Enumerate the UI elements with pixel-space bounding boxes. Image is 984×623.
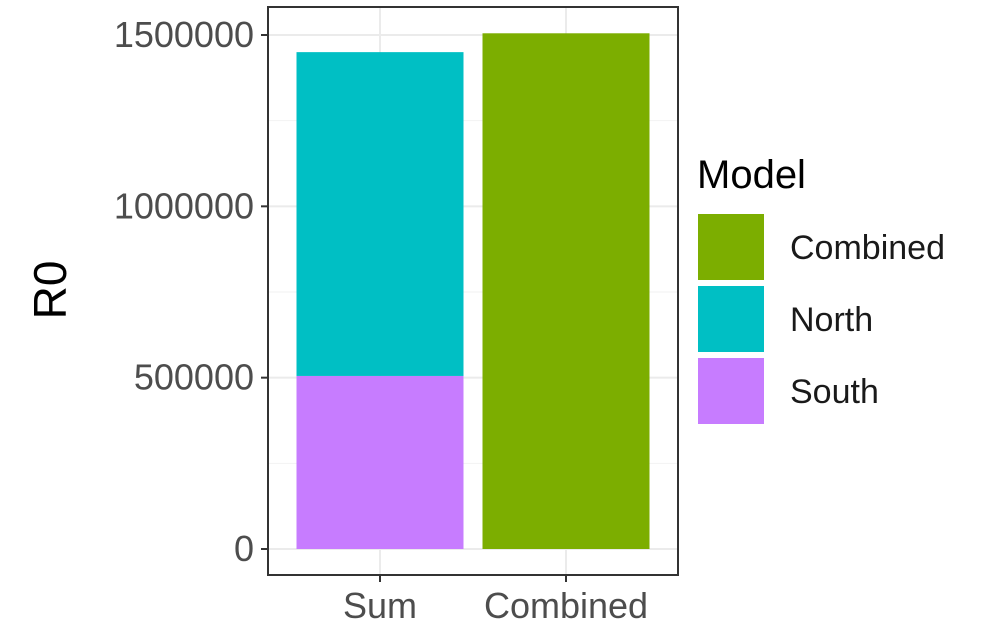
y-axis-title: R0 [24,261,76,320]
legend: Model Combined North South [697,153,945,424]
bar-combined-combined [482,33,650,549]
x-tick-label: Sum [343,585,417,623]
plot-panel-border [267,6,679,576]
bars [296,33,650,549]
y-tick-label: 1500000 [114,14,254,55]
x-tick-label: Combined [484,585,648,623]
legend-key-north [698,286,764,352]
legend-key-south [698,358,764,424]
y-tick-label: 500000 [134,357,254,398]
y-tick-label: 0 [234,528,254,569]
legend-label-north: North [790,301,873,339]
legend-label-south: South [790,373,879,411]
legend-title: Model [697,153,806,197]
y-tick-label: 1000000 [114,185,254,226]
bar-sum-south [296,375,464,549]
bar-sum-north [296,52,464,376]
axes: 0 500000 1000000 1500000 Sum Combined [114,14,648,623]
legend-key-combined [698,214,764,280]
legend-label-combined: Combined [790,229,945,267]
